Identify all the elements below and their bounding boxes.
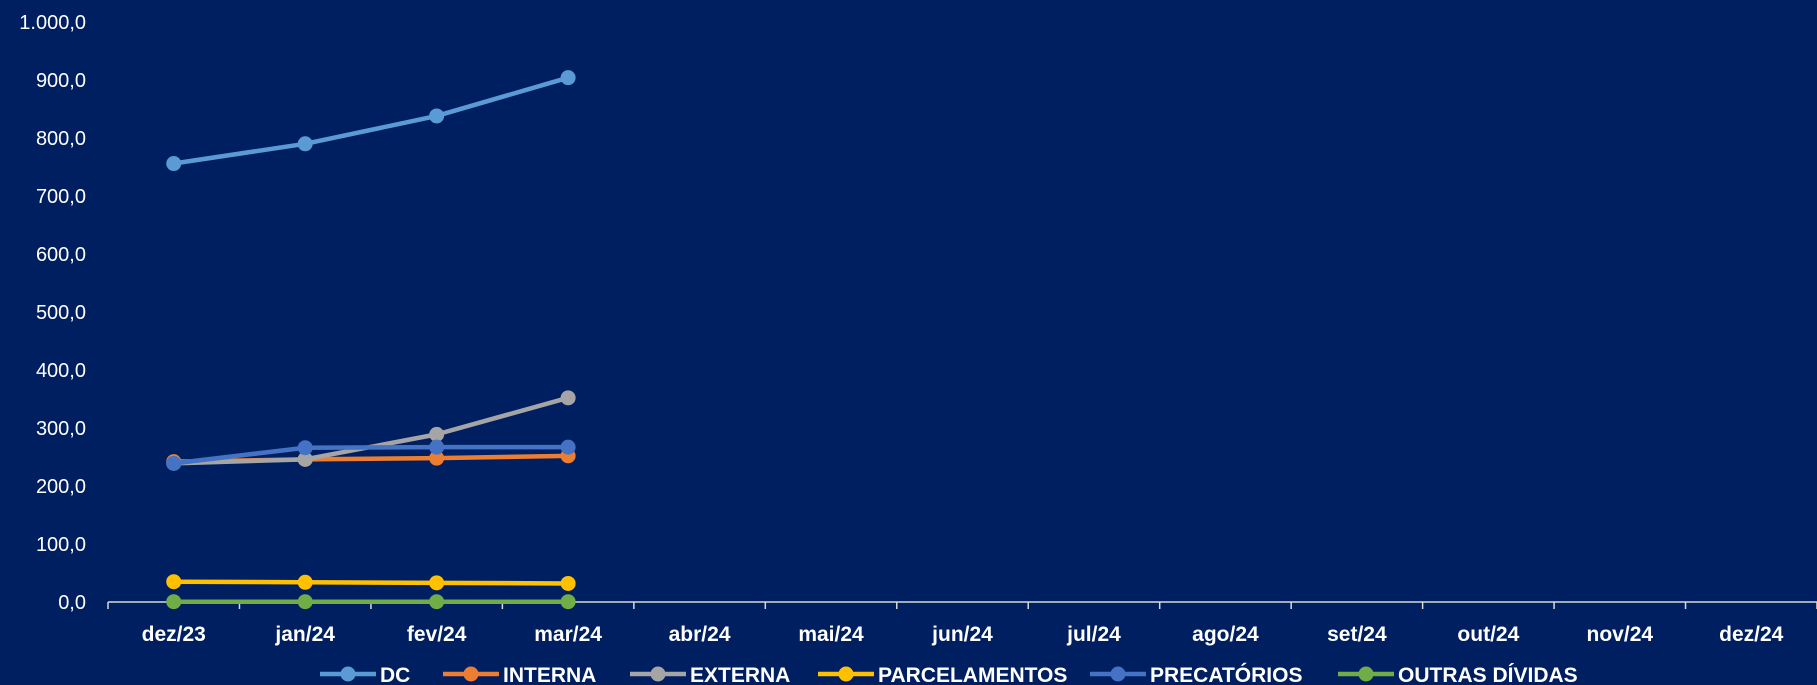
series-dc	[166, 70, 576, 172]
x-tick-label: jul/24	[1066, 623, 1121, 646]
legend-item: INTERNA	[443, 664, 596, 685]
y-tick-label: 100,0	[36, 534, 86, 556]
y-tick-label: 0,0	[58, 592, 86, 614]
data-point	[166, 455, 182, 471]
x-tick-label: nov/24	[1587, 623, 1654, 646]
data-point	[429, 426, 445, 442]
data-point	[560, 439, 576, 455]
data-point	[560, 70, 576, 86]
y-tick-label: 1.000,0	[19, 12, 86, 34]
legend-swatch-marker	[340, 666, 356, 682]
legend-swatch-marker	[838, 666, 854, 682]
series-precat-rios	[166, 439, 576, 471]
legend-item: OUTRAS DÍVIDAS	[1338, 664, 1578, 685]
legend-label: PARCELAMENTOS	[878, 664, 1067, 685]
data-point	[429, 450, 445, 466]
legend-swatch-marker	[650, 666, 666, 682]
legend-swatch-marker	[1358, 666, 1374, 682]
data-point	[297, 451, 313, 467]
data-point	[429, 594, 445, 610]
x-tick-label: mar/24	[534, 623, 602, 646]
series-layer	[166, 70, 576, 610]
legend-label: EXTERNA	[690, 664, 790, 685]
data-point	[297, 574, 313, 590]
series-line	[171, 444, 571, 466]
legend-label: DC	[380, 664, 410, 685]
legend-swatch-marker	[1110, 666, 1126, 682]
y-axis: 0,0 100,0 200,0 300,0 400,0 500,0 600,0 700,0 80…	[19, 12, 86, 614]
x-tick-label: jun/24	[931, 623, 993, 646]
data-point	[560, 390, 576, 406]
data-point	[429, 439, 445, 455]
data-point	[560, 575, 576, 591]
x-tick-label: fev/24	[407, 623, 467, 646]
y-tick-label: 600,0	[36, 244, 86, 266]
legend-label: OUTRAS DÍVIDAS	[1398, 664, 1578, 685]
legend-item: EXTERNA	[630, 664, 790, 685]
series-outras-d-vidas	[166, 594, 576, 610]
legend-item: PARCELAMENTOS	[818, 664, 1067, 685]
data-point	[166, 594, 182, 610]
data-point	[297, 136, 313, 152]
legend: DC INTERNA EXTERNA PARCELAMENTOS PRECATÓRIOS…	[320, 663, 1578, 685]
x-tick-label: dez/24	[1719, 623, 1784, 646]
legend-label: INTERNA	[503, 664, 596, 685]
legend-label: PRECATÓRIOS	[1150, 663, 1302, 685]
x-tick-label: ago/24	[1192, 623, 1259, 646]
y-tick-label: 800,0	[36, 128, 86, 150]
y-tick-label: 900,0	[36, 70, 86, 92]
x-tick-label: out/24	[1457, 623, 1519, 646]
data-point	[560, 594, 576, 610]
legend-item: DC	[320, 664, 410, 685]
y-tick-label: 500,0	[36, 302, 86, 324]
series-parcelamentos	[166, 574, 576, 591]
x-tick-label: jan/24	[274, 623, 335, 646]
y-tick-label: 400,0	[36, 360, 86, 382]
data-point	[166, 574, 182, 590]
x-tick-label: set/24	[1327, 623, 1387, 646]
series-line	[171, 579, 571, 586]
x-tick-label: mai/24	[798, 623, 864, 646]
legend-swatch-marker	[463, 666, 479, 682]
series-line	[171, 75, 571, 166]
y-tick-label: 300,0	[36, 418, 86, 440]
legend-item: PRECATÓRIOS	[1090, 663, 1302, 685]
data-point	[297, 440, 313, 456]
y-tick-label: 700,0	[36, 186, 86, 208]
data-point	[297, 594, 313, 610]
x-tick-label: dez/23	[142, 623, 206, 646]
data-point	[429, 575, 445, 591]
data-point	[429, 108, 445, 124]
data-point	[166, 156, 182, 172]
y-tick-label: 200,0	[36, 476, 86, 498]
x-tick-label: abr/24	[669, 623, 731, 646]
